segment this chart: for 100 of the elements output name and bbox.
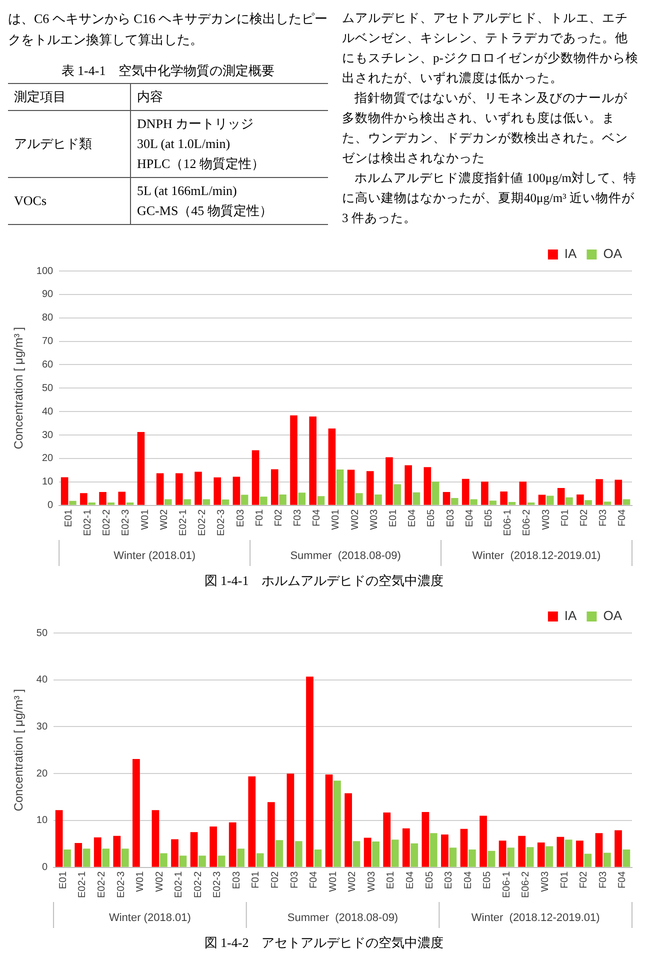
x-tick-label: E04 (405, 870, 416, 890)
bar (60, 477, 68, 505)
bar (566, 497, 573, 505)
bar (410, 843, 418, 867)
x-tick-label: F02 (273, 508, 284, 527)
y-axis-title: Concentration [ μg/m³ ] (12, 689, 26, 812)
y-tick-label: 40 (42, 406, 54, 418)
bar (480, 816, 487, 867)
bar (202, 499, 210, 505)
text: 表 1-4-1 空気中化学物質の測定概要 (60, 62, 276, 80)
bar (232, 476, 240, 505)
x-tick-label: F03 (289, 870, 300, 889)
bar (171, 839, 178, 867)
bar (468, 850, 476, 867)
y-tick-label: 100 (36, 266, 54, 277)
bar (190, 832, 198, 867)
bar (279, 494, 286, 505)
bar (374, 494, 382, 505)
x-tick-label: E05 (482, 870, 494, 890)
bar (556, 836, 564, 867)
bar (383, 812, 391, 867)
bar (546, 846, 554, 867)
x-tick-label: W01 (140, 508, 151, 530)
bar (462, 478, 470, 505)
bar (256, 853, 264, 867)
bar (614, 830, 622, 867)
bar (99, 492, 106, 505)
x-tick-label: W01 (135, 870, 146, 892)
x-tick-label: E03 (235, 508, 246, 528)
bar (179, 856, 187, 867)
x-tick-label: W01 (330, 508, 342, 530)
y-tick-label: 80 (42, 312, 54, 324)
x-tick-label: E02-1 (77, 870, 88, 898)
bar (450, 498, 458, 505)
bar (584, 854, 592, 867)
bar (402, 828, 410, 867)
y-tick-label: 30 (36, 721, 48, 732)
bar (210, 826, 218, 867)
x-tick-label: W03 (540, 870, 551, 892)
x-tick-label: E04 (462, 870, 474, 890)
bar (622, 499, 630, 505)
bar (391, 840, 399, 867)
bar (394, 484, 401, 505)
x-tick-label: E05 (424, 870, 436, 890)
y-tick-label: 20 (42, 453, 54, 464)
bar (194, 472, 202, 505)
text: DNPH カートリッジ 30L (at 1.0L/min) HPLC（12 物質定性） (136, 115, 266, 173)
x-tick-label: E04 (464, 508, 476, 528)
x-tick-label: F01 (559, 870, 570, 889)
text: Winter (2018.12-2019.01) (471, 912, 600, 924)
x-tick-label: E06-1 (502, 508, 514, 536)
bar (557, 488, 565, 505)
text: VOCs (8, 178, 130, 224)
x-tick-label: E05 (484, 508, 495, 528)
x-tick-label: E06-1 (501, 870, 512, 898)
bar (449, 848, 457, 867)
x-tick-label: F02 (579, 508, 590, 527)
bar (294, 841, 302, 867)
x-tick-label: F03 (292, 508, 304, 527)
bar (595, 833, 603, 867)
x-tick-label: E02-1 (174, 870, 185, 898)
bar (237, 848, 244, 867)
bar (276, 840, 284, 867)
x-tick-label: E02-3 (120, 508, 132, 536)
y-tick-label: 0 (48, 500, 54, 512)
x-tick-label: E02-2 (197, 508, 208, 536)
x-tick-label: F04 (617, 508, 628, 527)
bar (519, 482, 527, 505)
x-tick-label: E03 (445, 508, 456, 528)
x-tick-label: F02 (578, 870, 590, 889)
bar (306, 676, 314, 867)
y-tick-label: 70 (42, 336, 54, 348)
bar (270, 469, 278, 505)
bar (488, 850, 496, 867)
y-tick-label: 10 (36, 815, 48, 826)
bar (355, 493, 363, 505)
x-tick-label: E06-2 (522, 508, 533, 536)
bar (347, 470, 355, 505)
bar (164, 499, 172, 505)
x-tick-label: E01 (386, 870, 397, 890)
x-tick-label: F04 (308, 870, 320, 889)
bar (222, 499, 230, 505)
x-tick-label: E06-2 (520, 870, 532, 898)
bar (74, 842, 82, 867)
x-tick-label: W02 (158, 508, 170, 530)
bar (537, 842, 545, 867)
x-tick-label: W02 (350, 508, 361, 530)
bar (69, 500, 76, 505)
bar (622, 850, 630, 867)
bar (55, 810, 63, 867)
bar (576, 840, 584, 867)
bar (442, 492, 450, 505)
x-tick-label: F01 (254, 508, 266, 527)
text: 図 1-4-2 アセトアルデヒドの空気中濃度 (203, 934, 445, 952)
bar (366, 471, 374, 505)
bar (508, 502, 516, 505)
bar (336, 469, 344, 505)
legend-label: OA (603, 608, 622, 624)
bar (121, 848, 129, 867)
bar (546, 496, 554, 505)
